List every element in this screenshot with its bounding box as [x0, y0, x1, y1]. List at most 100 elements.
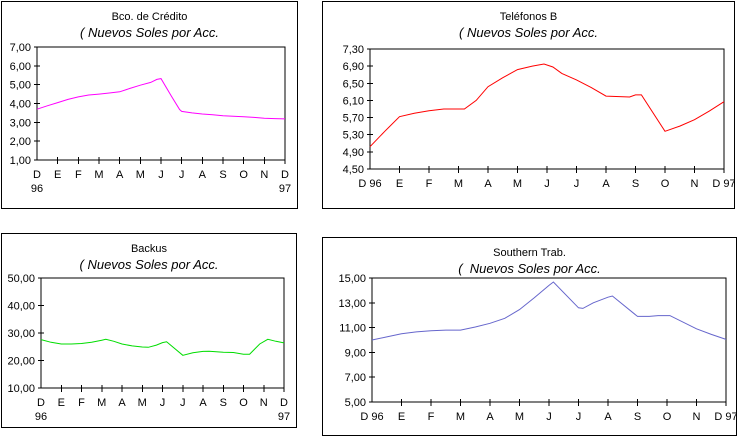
y-axis-label: 5,70 [343, 113, 364, 125]
x-axis-year-label: 97 [279, 183, 291, 195]
x-axis-label: A [484, 178, 492, 190]
x-axis-label: S [634, 411, 641, 423]
x-axis-year-label: 96 [31, 183, 43, 195]
y-axis-label: 40,00 [7, 301, 35, 313]
x-axis-label: M [515, 411, 524, 423]
chart-title: Teléfonos B [499, 11, 558, 23]
x-axis-label: M [456, 411, 465, 423]
data-series-line [36, 78, 286, 120]
y-axis-label: 15,00 [338, 273, 366, 285]
x-axis-label: D 96 [360, 411, 383, 423]
x-axis-label: O [661, 178, 670, 190]
plot-area-border [371, 277, 727, 403]
y-axis-label: 50,00 [7, 273, 35, 285]
y-axis-label: 4,50 [343, 164, 364, 176]
chart-title: Bco. de Crédito [111, 11, 188, 23]
x-axis-label: M [136, 169, 145, 181]
chart-panel-southern-trab: Southern Trab. ( Nuevos Soles por Acc. 1… [322, 237, 737, 436]
plot-area-border [40, 277, 285, 389]
x-axis-label: J [180, 397, 186, 409]
x-axis-label: A [118, 397, 126, 409]
x-axis-label: E [58, 397, 65, 409]
x-axis-label: E [398, 411, 405, 423]
x-axis-year-label: 96 [35, 411, 47, 423]
chart-subtitle: ( Nuevos Soles por Acc. [79, 257, 219, 272]
x-axis-label: O [239, 397, 248, 409]
x-axis-label: N [260, 169, 268, 181]
x-axis-label: J [179, 169, 185, 181]
x-axis-label: M [138, 397, 147, 409]
x-axis-label: D 96 [358, 178, 381, 190]
y-axis-label: 6,50 [343, 78, 364, 90]
x-axis-label: J [544, 178, 550, 190]
plot-area-border [369, 48, 725, 170]
x-axis-label: D [37, 397, 45, 409]
chart-subtitle: ( Nuevos Soles por Acc. [458, 261, 601, 276]
y-axis-label: 4,90 [343, 147, 364, 159]
x-axis-label: N [260, 397, 268, 409]
y-axis-label: 5,00 [345, 397, 366, 409]
chart-panel-backus: Backus ( Nuevos Soles por Acc. 50,00 40,0… [1, 233, 297, 428]
y-axis-label: 6,10 [343, 95, 364, 107]
y-axis-label: 7,30 [343, 44, 364, 56]
x-axis-label: N [693, 411, 701, 423]
x-axis-label: A [602, 178, 610, 190]
x-axis-label: M [454, 178, 463, 190]
chart-subtitle: ( Nuevos Soles por Acc. [459, 25, 598, 40]
y-axis-label: 4,00 [10, 99, 31, 111]
y-axis-label: 7,00 [345, 372, 366, 384]
y-axis-label: 2,00 [10, 136, 31, 148]
x-axis-label: J [158, 169, 164, 181]
x-axis-label: S [632, 178, 639, 190]
x-axis-label: D [280, 397, 288, 409]
x-axis-label: M [513, 178, 522, 190]
chart-subtitle: ( Nuevos Soles por Acc. [80, 25, 219, 40]
x-axis-label: E [396, 178, 403, 190]
data-series-line [40, 338, 285, 356]
plot-area-border [36, 46, 286, 161]
x-axis-label: D 97 [712, 178, 734, 190]
line-chart-svg: 7,006,005,004,003,002,001,00D E F M A M J J A S O N… [10, 42, 292, 195]
y-axis-label: 1,00 [10, 155, 31, 167]
y-axis-label: 6,00 [10, 61, 31, 73]
x-axis-label: S [220, 397, 227, 409]
x-axis-label: A [486, 411, 494, 423]
x-axis-label: M [94, 169, 103, 181]
x-axis-label: J [574, 178, 580, 190]
chart-title: Backus [130, 243, 168, 255]
chart-panel-bco-de-credito: Bco. de Crédito ( Nuevos Soles por Acc. … [1, 1, 298, 209]
x-axis-label: M [97, 397, 106, 409]
x-axis-label: J [160, 397, 166, 409]
y-axis-label: 5,30 [343, 130, 364, 142]
x-axis-label: A [116, 169, 124, 181]
x-axis-label: D [33, 169, 41, 181]
data-series-line [369, 63, 725, 148]
y-axis-label: 11,00 [339, 323, 366, 335]
x-axis-label: O [663, 411, 672, 423]
x-axis-label: F [428, 411, 435, 423]
x-axis-label: J [576, 411, 582, 423]
x-axis-label: F [426, 178, 433, 190]
line-chart-svg: 15,00 13,00 11,00 9,00 7,00 5,00 D 96 E F M A M J J A S… [338, 273, 736, 423]
x-axis-label: A [199, 169, 207, 181]
y-axis-label: 9,00 [345, 347, 366, 359]
x-axis-label: D [281, 169, 289, 181]
x-axis-label: O [239, 169, 248, 181]
y-axis-label: 7,00 [10, 42, 31, 54]
y-axis-label: 10,00 [7, 383, 35, 395]
y-axis-label: 30,00 [7, 328, 35, 340]
x-axis-year-label: 97 [278, 411, 290, 423]
y-axis-label: 20,00 [7, 356, 35, 368]
x-axis-label: S [219, 169, 226, 181]
y-axis-label: 6,90 [343, 61, 364, 73]
y-axis-label: 5,00 [10, 80, 31, 92]
chart-title: Southern Trab. [493, 247, 566, 259]
y-axis-label: 13,00 [338, 298, 366, 310]
x-axis-label: F [78, 397, 85, 409]
x-axis-label: J [546, 411, 552, 423]
y-axis-label: 3,00 [10, 117, 31, 129]
data-series-line [371, 281, 727, 341]
x-axis-label: A [199, 397, 207, 409]
